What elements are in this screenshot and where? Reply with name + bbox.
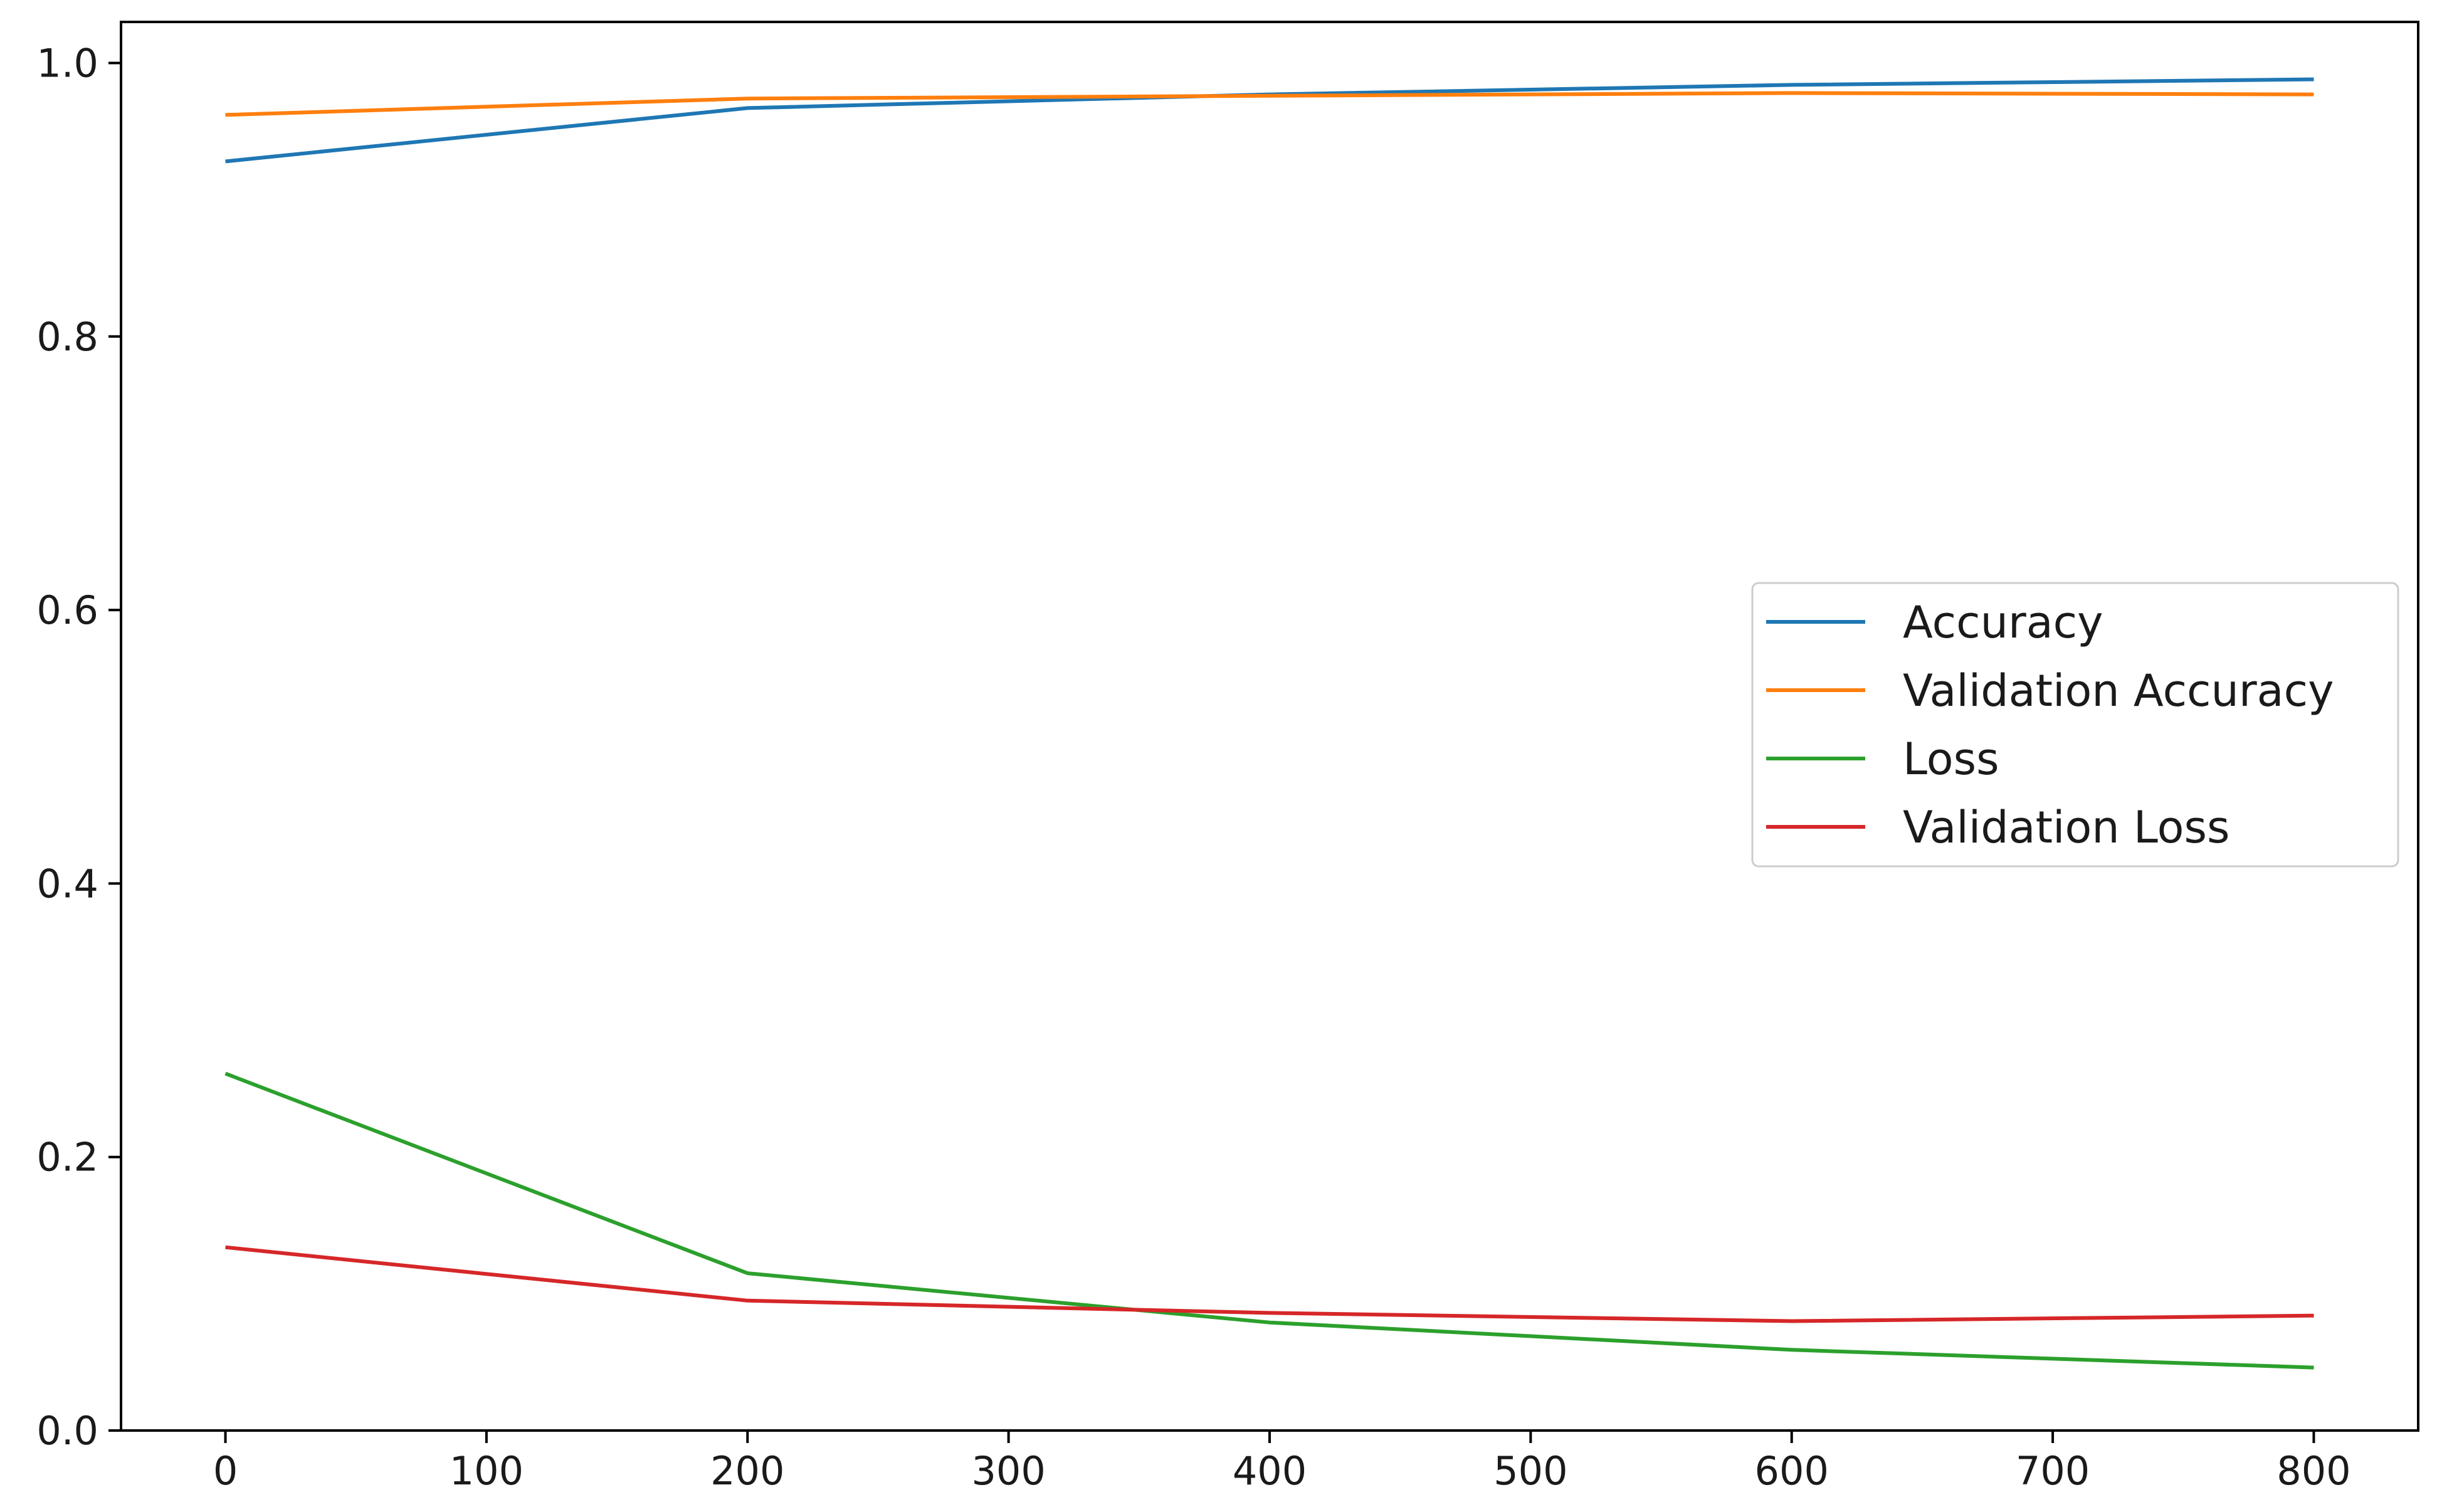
x-tick-label: 500 (1493, 1448, 1567, 1494)
series-line-4 (225, 1245, 2314, 1323)
x-axis: 0 100 200 300 400 500 600 700 800 (213, 1431, 2351, 1494)
y-axis: 0.0 0.2 0.4 0.6 0.8 1.0 (36, 40, 121, 1454)
legend-label: Accuracy (1903, 597, 2103, 648)
y-tick-label: 1.0 (36, 40, 98, 86)
legend: Accuracy Validation Accuracy Loss Validatio… (1751, 582, 2399, 868)
legend-label: Loss (1903, 733, 1999, 785)
series-layer (224, 77, 2314, 1370)
y-tick-label: 0.2 (36, 1135, 98, 1180)
x-tick-label: 600 (1755, 1448, 1829, 1494)
x-tick-label: 800 (2276, 1448, 2350, 1494)
legend-label: Validation Loss (1903, 802, 2229, 853)
y-tick-label: 0.6 (36, 587, 98, 633)
legend-label: Validation Accuracy (1903, 665, 2334, 717)
x-tick-label: 0 (213, 1448, 238, 1494)
x-tick-label: 400 (1233, 1448, 1307, 1494)
x-tick-label: 700 (2016, 1448, 2090, 1494)
y-tick-label: 0.4 (36, 861, 98, 906)
legend-box (1751, 582, 2399, 868)
y-tick-label: 0.0 (36, 1408, 98, 1454)
x-tick-label: 300 (971, 1448, 1045, 1494)
series-line-2 (225, 91, 2314, 117)
x-tick-label: 200 (710, 1448, 784, 1494)
series-line-3 (224, 1071, 2314, 1370)
x-tick-label: 100 (450, 1448, 524, 1494)
y-tick-label: 0.8 (36, 314, 98, 360)
